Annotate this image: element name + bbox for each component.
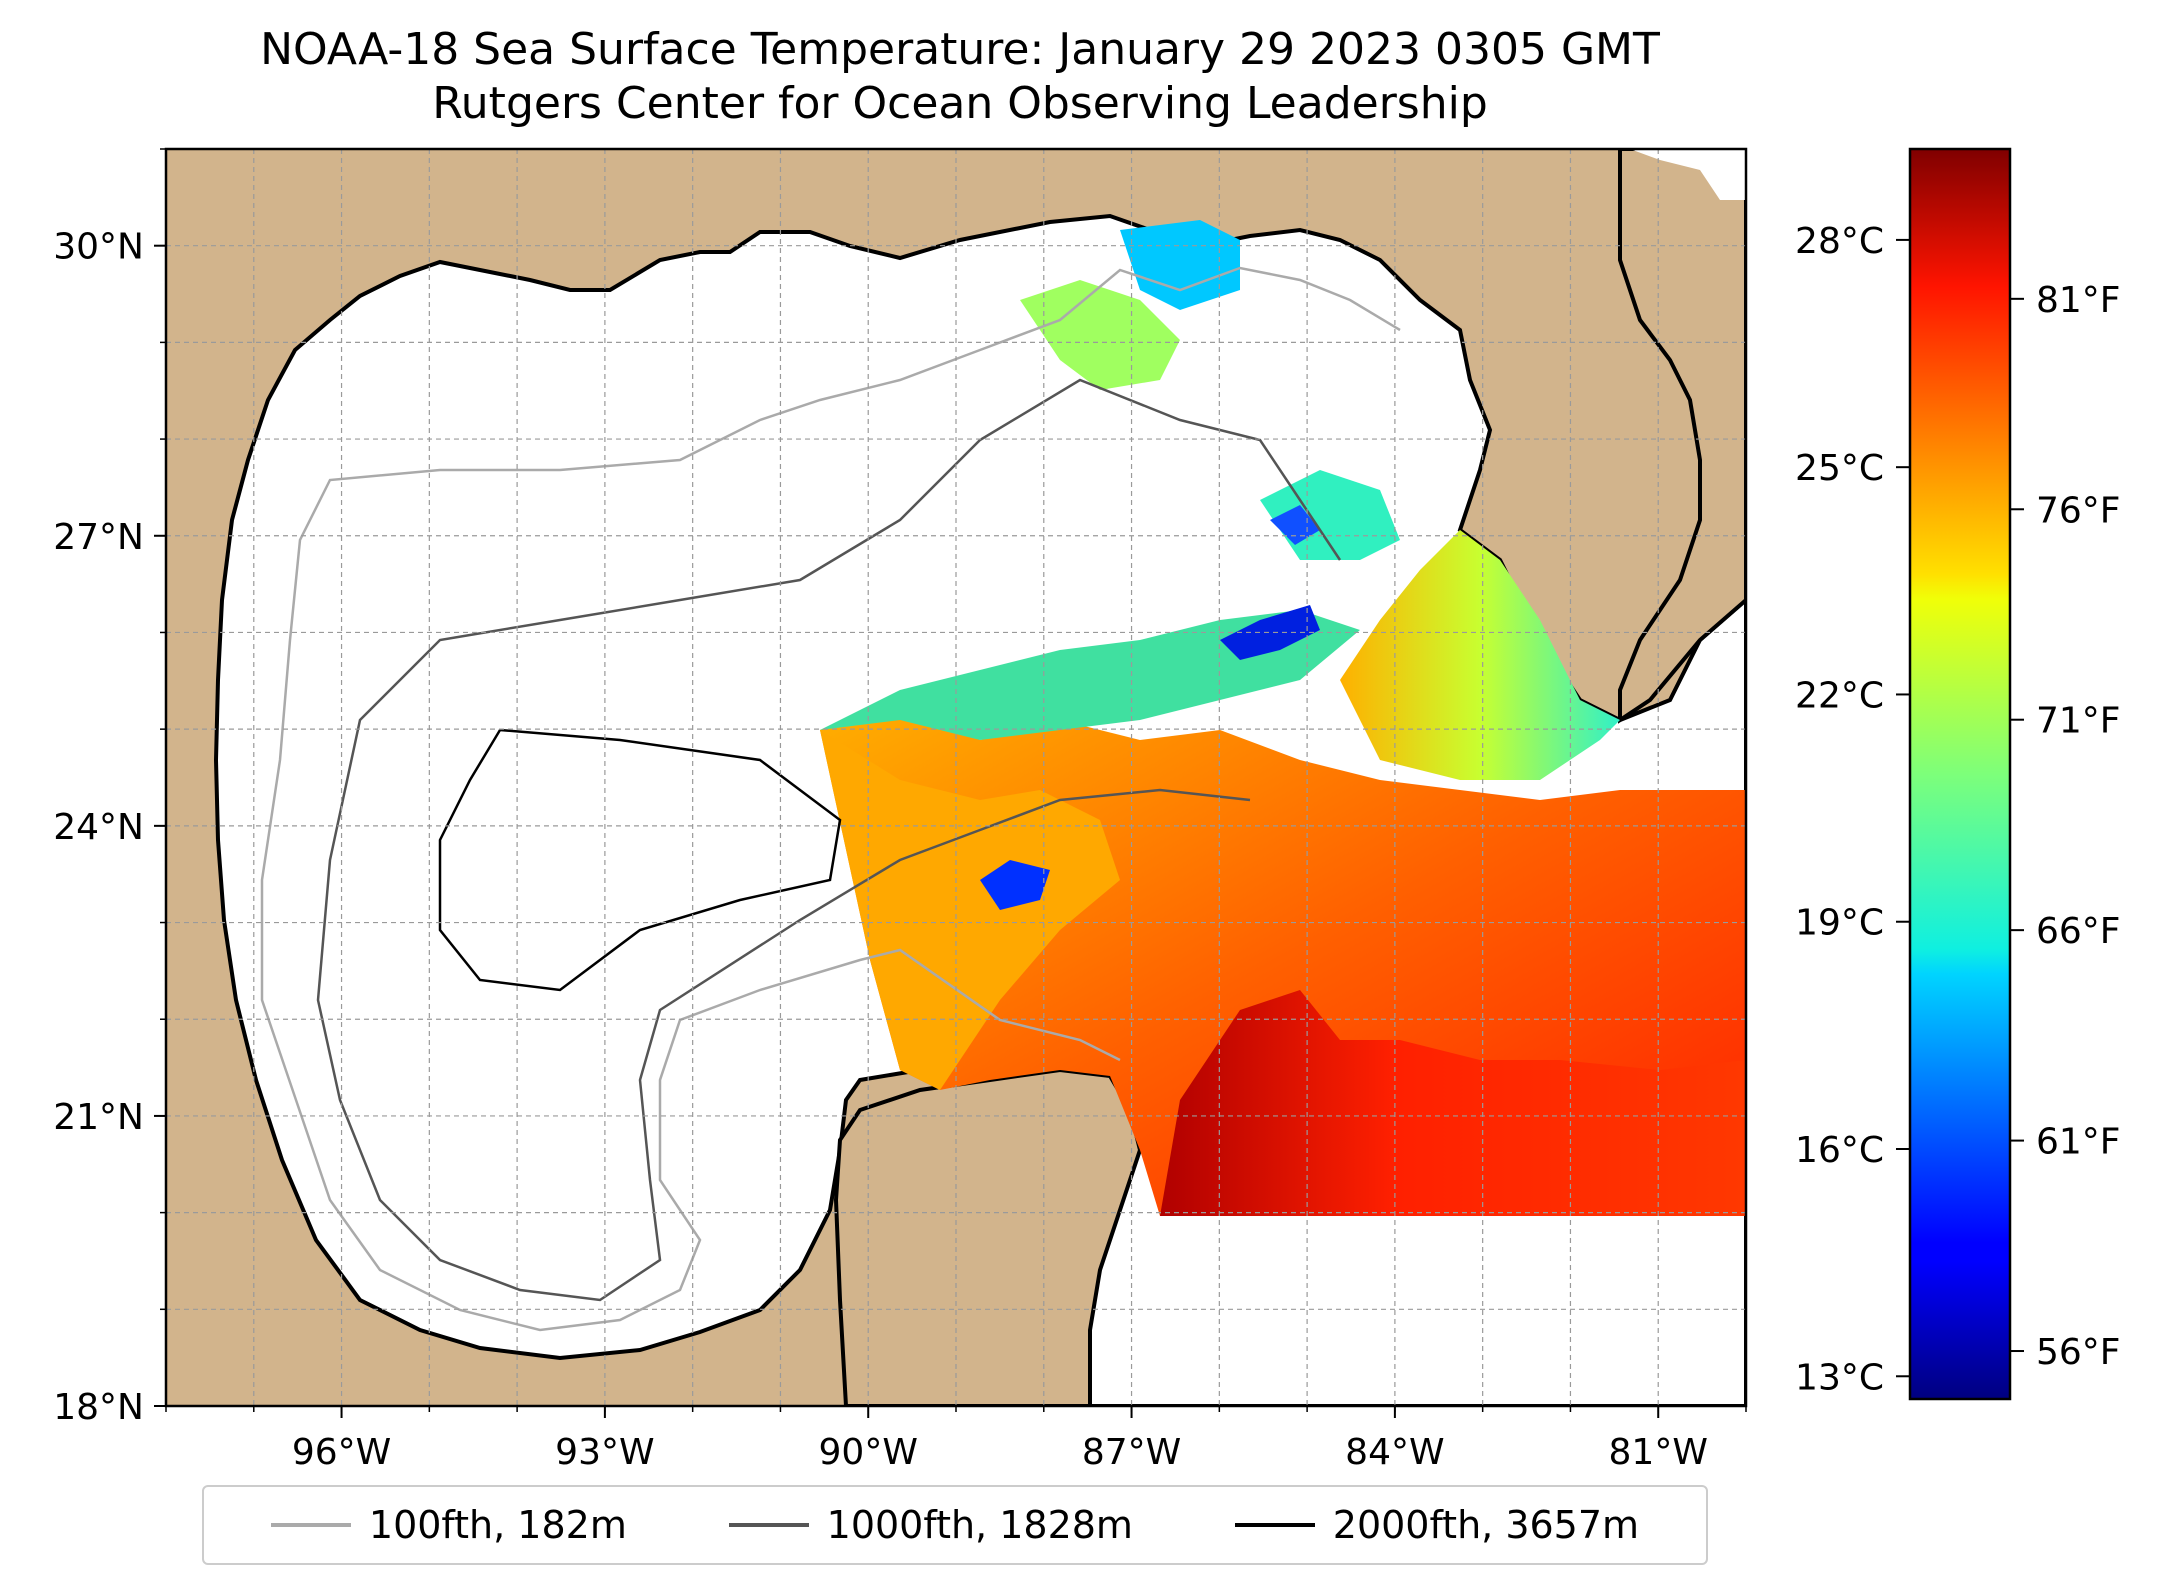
contour-100fth (260, 266, 1401, 1332)
celsius-tick-label: 19°C (1795, 903, 1884, 944)
legend-label-1000fth: 1000fth, 1828m (826, 1503, 1133, 1547)
florida-keys-water (1630, 149, 1746, 200)
legend-swatch-2000fth (1234, 1523, 1315, 1527)
sst-swath-west (820, 730, 1120, 1090)
celsius-tick-label: 22°C (1795, 675, 1884, 716)
legend-label-100fth: 100fth, 182m (368, 1503, 627, 1547)
graticule (166, 149, 1746, 1406)
lon-tick-label: 93°W (555, 1432, 654, 1473)
contour-1000fth (316, 378, 1342, 1302)
lon-tick-label: 90°W (819, 1432, 918, 1473)
lon-tick-label: 84°W (1345, 1432, 1444, 1473)
sst-wfl-shelf (1340, 530, 1620, 780)
legend-entry-2000fth: 2000fth, 3657m (1234, 1503, 1640, 1547)
lat-tick-label: 30°N (53, 227, 144, 268)
legend-swatch-1000fth (728, 1523, 809, 1527)
lon-tick-label: 96°W (292, 1432, 391, 1473)
fahrenheit-tick-label: 76°F (2036, 490, 2121, 531)
sst-data-layer (820, 220, 1746, 1216)
celsius-tick-label: 28°C (1795, 221, 1884, 262)
sst-ne-patch (1120, 220, 1240, 310)
sst-blue-patch-3 (1270, 505, 1320, 545)
colorbar (1908, 147, 2012, 1401)
fahrenheit-tick-label: 81°F (2036, 280, 2121, 321)
sst-cold-patch-2 (980, 860, 1050, 910)
sst-cold-patch-1 (1220, 605, 1320, 660)
fahrenheit-tick-label: 56°F (2036, 1332, 2121, 1373)
map-area (166, 149, 1746, 1406)
lon-tick-label: 87°W (1082, 1432, 1181, 1473)
chart-subtitle: Rutgers Center for Ocean Observing Leade… (432, 78, 1488, 129)
legend-label-2000fth: 2000fth, 3657m (1332, 1503, 1640, 1547)
legend-entry-100fth: 100fth, 182m (270, 1503, 627, 1547)
celsius-tick-label: 16°C (1795, 1130, 1884, 1171)
lat-tick-label: 21°N (53, 1097, 144, 1138)
legend-entry-1000fth: 1000fth, 1828m (728, 1503, 1133, 1547)
sst-hot-core (1160, 990, 1746, 1216)
lat-tick-label: 27°N (53, 517, 144, 558)
contour-legend: 100fth, 182m 1000fth, 1828m 2000fth, 365… (202, 1485, 1708, 1565)
chart-title: NOAA-18 Sea Surface Temperature: January… (260, 24, 1660, 75)
fahrenheit-tick-label: 66°F (2036, 911, 2121, 952)
sst-ne-green (1020, 280, 1180, 390)
lon-tick-label: 81°W (1609, 1432, 1708, 1473)
celsius-tick-label: 13°C (1795, 1357, 1884, 1398)
colorbar-ticks: 28°C 25°C 22°C 19°C 16°C 13°C 81°F 76°F 71°F 66°F… (1795, 221, 2120, 1398)
lat-tick-label: 18°N (53, 1387, 144, 1428)
contour-2000fth (438, 728, 842, 992)
bathymetry-contours (260, 266, 1401, 1332)
celsius-tick-label: 25°C (1795, 448, 1884, 489)
map-axes: 96°W 93°W 90°W 87°W 84°W 81°W 30°N 27°N 24°N 21°N… (53, 148, 1747, 1473)
legend-swatch-100fth (270, 1523, 351, 1527)
lat-tick-label: 24°N (53, 807, 144, 848)
fahrenheit-tick-label: 71°F (2036, 701, 2121, 742)
fahrenheit-tick-label: 61°F (2036, 1122, 2121, 1163)
florida-peninsula (1618, 149, 1746, 724)
